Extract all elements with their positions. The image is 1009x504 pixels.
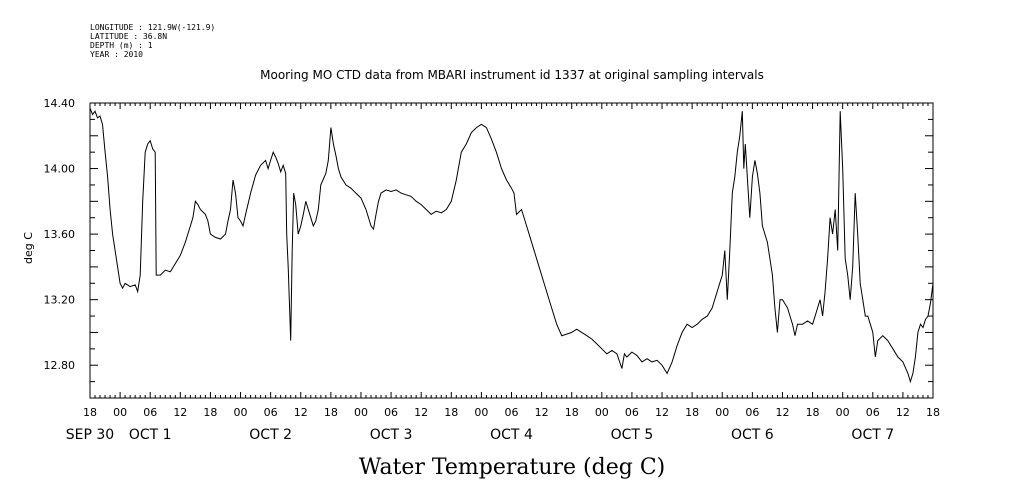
x-tick-label: 00 <box>354 406 368 419</box>
x-tick-label: 18 <box>324 406 338 419</box>
x-tick-label: 06 <box>264 406 278 419</box>
series-layer <box>89 107 934 384</box>
y-tick-label: 13.60 <box>44 228 76 241</box>
x-tick-label: 00 <box>234 406 248 419</box>
x-tick-label: 18 <box>565 406 579 419</box>
longitude-label: LONGITUDE : 121.9W(-121.9) <box>90 23 215 32</box>
x-tick-label: 06 <box>625 406 639 419</box>
x-tick-label: 06 <box>866 406 880 419</box>
x-tick-label: 12 <box>896 406 910 419</box>
chart-title: Mooring MO CTD data from MBARI instrumen… <box>260 68 764 82</box>
day-label: OCT 4 <box>490 427 533 443</box>
x-tick-label: 18 <box>444 406 458 419</box>
day-label: OCT 3 <box>370 427 413 443</box>
year-label: YEAR : 2010 <box>90 50 143 59</box>
x-tick-label: 06 <box>143 406 157 419</box>
x-tick-label: 18 <box>685 406 699 419</box>
x-axis-label: Water Temperature (deg C) <box>359 455 666 480</box>
day-label: OCT 6 <box>731 427 774 443</box>
x-tick-label: 00 <box>113 406 127 419</box>
x-tick-label: 18 <box>806 406 820 419</box>
x-tick-label: 12 <box>535 406 549 419</box>
axes-layer: 18 00 06 12 18 00 06 12 18 00 06 12 18 00 06 12 18 00 06 12… <box>44 97 941 443</box>
x-tick-label: 18 <box>83 406 97 419</box>
x-tick-label: 06 <box>745 406 759 419</box>
y-tick-label: 14.00 <box>44 163 76 176</box>
plot-frame <box>89 102 934 399</box>
x-tick-label: 06 <box>505 406 519 419</box>
depth-label: DEPTH (m) : 1 <box>90 41 153 50</box>
x-tick-label: 00 <box>715 406 729 419</box>
x-tick-label: 12 <box>414 406 428 419</box>
x-tick-label: 12 <box>294 406 308 419</box>
x-tick-label: 12 <box>655 406 669 419</box>
y-axis-label: deg C <box>22 232 35 264</box>
y-tick-label: 12.80 <box>44 359 76 372</box>
x-tick-label: 12 <box>775 406 789 419</box>
x-tick-label: 00 <box>836 406 850 419</box>
day-label: SEP 30 <box>66 427 114 443</box>
x-tick-label: 06 <box>384 406 398 419</box>
day-label: OCT 5 <box>611 427 654 443</box>
temperature-series-line <box>89 107 934 384</box>
y-tick-label: 14.40 <box>44 97 76 110</box>
y-tick-label: 13.20 <box>44 294 76 307</box>
x-tick-label: 18 <box>926 406 940 419</box>
x-tick-label: 00 <box>595 406 609 419</box>
x-tick-label: 00 <box>474 406 488 419</box>
day-label: OCT 7 <box>851 427 894 443</box>
day-label: OCT 1 <box>129 427 172 443</box>
latitude-label: LATITUDE : 36.8N <box>90 32 167 41</box>
x-tick-label: 12 <box>173 406 187 419</box>
day-label: OCT 2 <box>249 427 292 443</box>
x-tick-label: 18 <box>203 406 217 419</box>
